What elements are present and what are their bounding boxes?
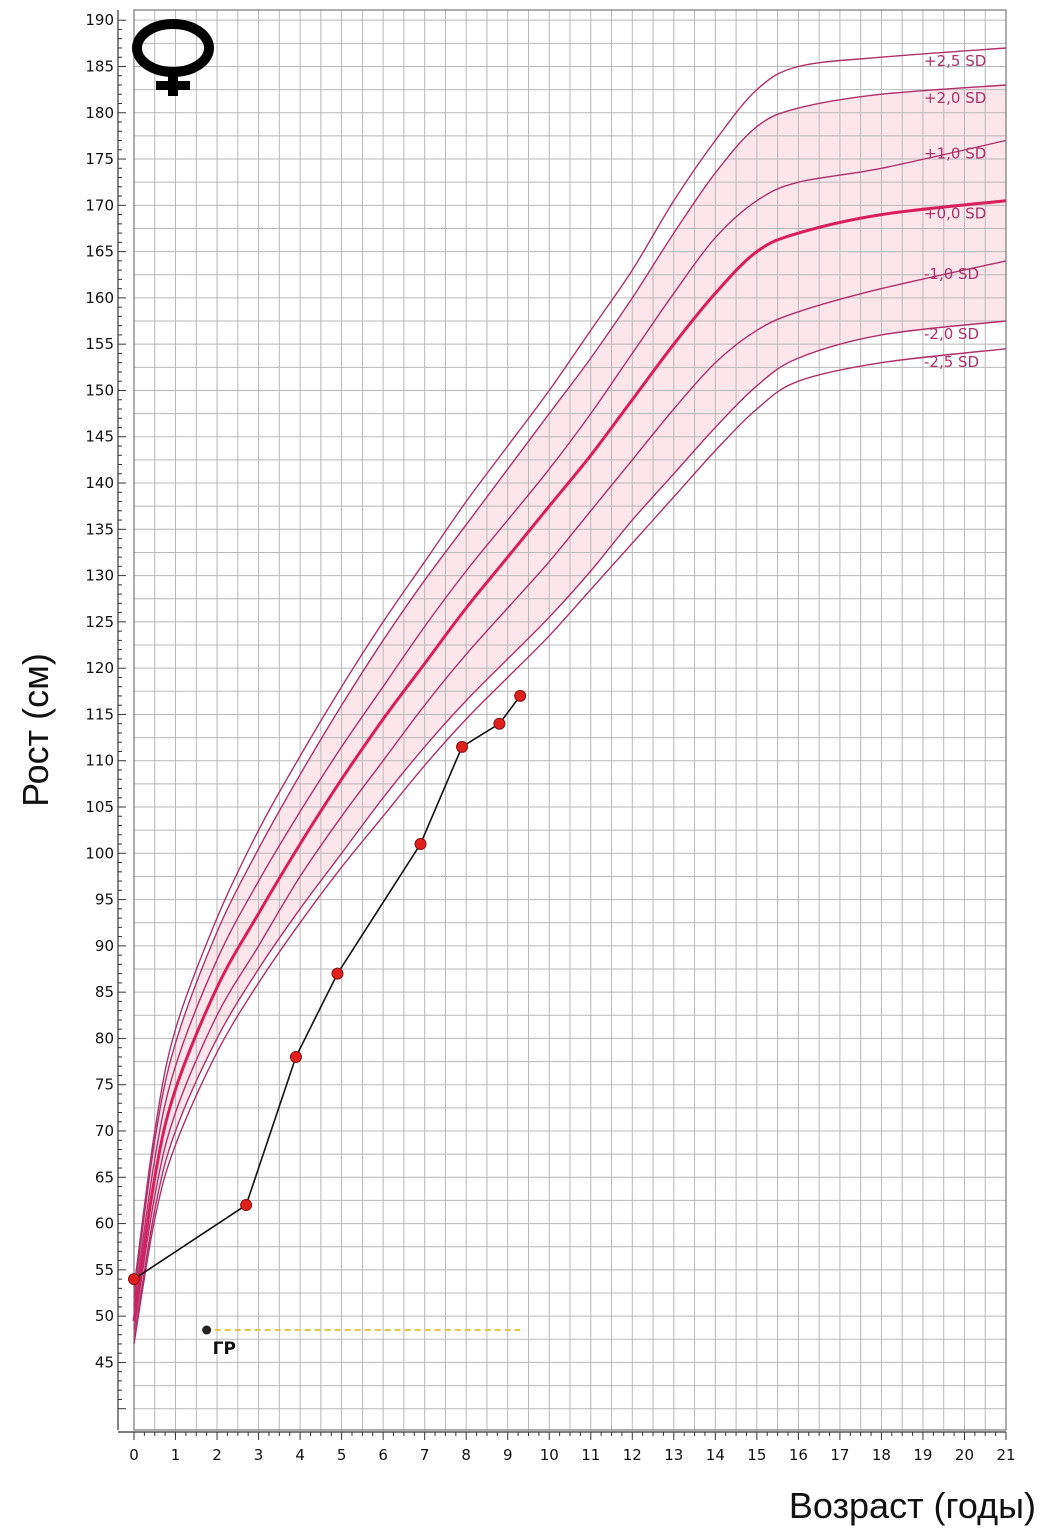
y-tick-label: 50 xyxy=(95,1307,114,1325)
x-tick-label: 3 xyxy=(254,1446,264,1464)
x-tick-label: 0 xyxy=(129,1446,139,1464)
patient-series xyxy=(128,689,527,1286)
y-tick-label: 175 xyxy=(85,150,114,168)
x-tick-label: 12 xyxy=(623,1446,642,1464)
x-tick-label: 10 xyxy=(540,1446,559,1464)
patient-point xyxy=(514,689,527,702)
x-tick-label: 13 xyxy=(664,1446,683,1464)
axes xyxy=(117,9,1007,1440)
sd-curve-label: +2,0 SD xyxy=(924,89,986,107)
y-tick-label: 60 xyxy=(95,1215,114,1233)
x-tick-label: 16 xyxy=(789,1446,808,1464)
y-tick-label: 190 xyxy=(85,11,114,29)
y-tick-label: 115 xyxy=(85,705,114,723)
y-tick-label: 45 xyxy=(95,1353,114,1371)
y-tick-label: 65 xyxy=(95,1168,114,1186)
y-tick-labels: 45 50 55 60 65 70 75 80 85 90 95 100 105 110 115 120 125… xyxy=(85,11,114,1371)
sd-curve-label: +1,0 SD xyxy=(924,145,986,163)
x-tick-label: 21 xyxy=(996,1446,1015,1464)
y-tick-label: 150 xyxy=(85,381,114,399)
patient-point xyxy=(414,838,427,851)
patient-point xyxy=(289,1050,302,1063)
x-tick-label: 9 xyxy=(503,1446,513,1464)
sd-curve xyxy=(133,139,1007,1307)
sd-curve xyxy=(133,84,1007,1298)
y-tick-label: 110 xyxy=(85,752,114,770)
sd-curve-label: -1,0 SD xyxy=(924,265,979,283)
sd-curve-label: -2,0 SD xyxy=(924,325,979,343)
patient-point xyxy=(493,717,506,730)
reference-curves xyxy=(132,47,1007,1345)
y-tick-label: 100 xyxy=(85,844,114,862)
patient-point xyxy=(240,1199,253,1212)
x-tick-label: 6 xyxy=(378,1446,388,1464)
y-tick-label: 145 xyxy=(85,428,114,446)
y-tick-label: 165 xyxy=(85,243,114,261)
x-tick-label: 4 xyxy=(295,1446,305,1464)
gp-marker: ГР xyxy=(202,1325,521,1359)
y-tick-label: 170 xyxy=(85,196,114,214)
y-tick-label: 70 xyxy=(95,1122,114,1140)
patient-line xyxy=(133,695,521,1280)
y-tick-label: 130 xyxy=(85,567,114,585)
plot-frame xyxy=(133,9,1007,1431)
sd-curve xyxy=(133,47,1007,1289)
sd-curve xyxy=(133,348,1007,1345)
female-symbol-icon xyxy=(132,19,214,96)
grid xyxy=(133,10,1007,1430)
x-tick-label: 17 xyxy=(830,1446,849,1464)
y-tick-label: 180 xyxy=(85,104,114,122)
x-tick-labels: 0 1 2 3 4 5 6 7 8 9 10 11 12 13 14 15 16 17 18 19 20 21 xyxy=(129,1446,1015,1464)
y-tick-label: 55 xyxy=(95,1261,114,1279)
sd-curve xyxy=(133,260,1007,1331)
x-tick-label: 11 xyxy=(581,1446,600,1464)
x-tick-label: 20 xyxy=(955,1446,974,1464)
y-tick-label: 120 xyxy=(85,659,114,677)
sd-curve-label: +2,5 SD xyxy=(924,52,986,70)
y-tick-label: 135 xyxy=(85,520,114,538)
y-tick-label: 90 xyxy=(95,937,114,955)
y-tick-label: 155 xyxy=(85,335,114,353)
y-tick-label: 75 xyxy=(95,1076,114,1094)
y-axis-label: Рост (см) xyxy=(15,653,56,807)
patient-point xyxy=(128,1273,140,1286)
x-tick-label: 1 xyxy=(171,1446,181,1464)
x-tick-label: 7 xyxy=(420,1446,430,1464)
gp-label: ГР xyxy=(213,1339,236,1359)
sd-curve xyxy=(132,199,1007,1322)
x-tick-label: 2 xyxy=(212,1446,222,1464)
y-tick-label: 105 xyxy=(85,798,114,816)
patient-point xyxy=(331,967,344,980)
sd-curve-label: -2,5 SD xyxy=(924,353,979,371)
x-axis-label: Возраст (годы) xyxy=(789,1485,1036,1526)
y-tick-label: 140 xyxy=(85,474,114,492)
x-tick-label: 5 xyxy=(337,1446,347,1464)
sd-curve xyxy=(133,320,1007,1340)
y-tick-label: 185 xyxy=(85,57,114,75)
y-tick-label: 85 xyxy=(95,983,114,1001)
y-tick-label: 95 xyxy=(95,891,114,909)
y-tick-label: 125 xyxy=(85,613,114,631)
y-tick-label: 80 xyxy=(95,1029,114,1047)
patient-point xyxy=(456,740,469,753)
y-tick-label: 160 xyxy=(85,289,114,307)
sd-curve-label: +0,0 SD xyxy=(924,205,986,223)
x-tick-label: 19 xyxy=(913,1446,932,1464)
x-tick-label: 14 xyxy=(706,1446,725,1464)
gp-point xyxy=(202,1325,212,1335)
x-tick-label: 8 xyxy=(461,1446,471,1464)
sd-curve-labels: +2,5 SD +2,0 SD +1,0 SD +0,0 SD -1,0 SD -2,0 … xyxy=(924,52,986,371)
x-tick-label: 15 xyxy=(747,1446,766,1464)
x-tick-label: 18 xyxy=(872,1446,891,1464)
